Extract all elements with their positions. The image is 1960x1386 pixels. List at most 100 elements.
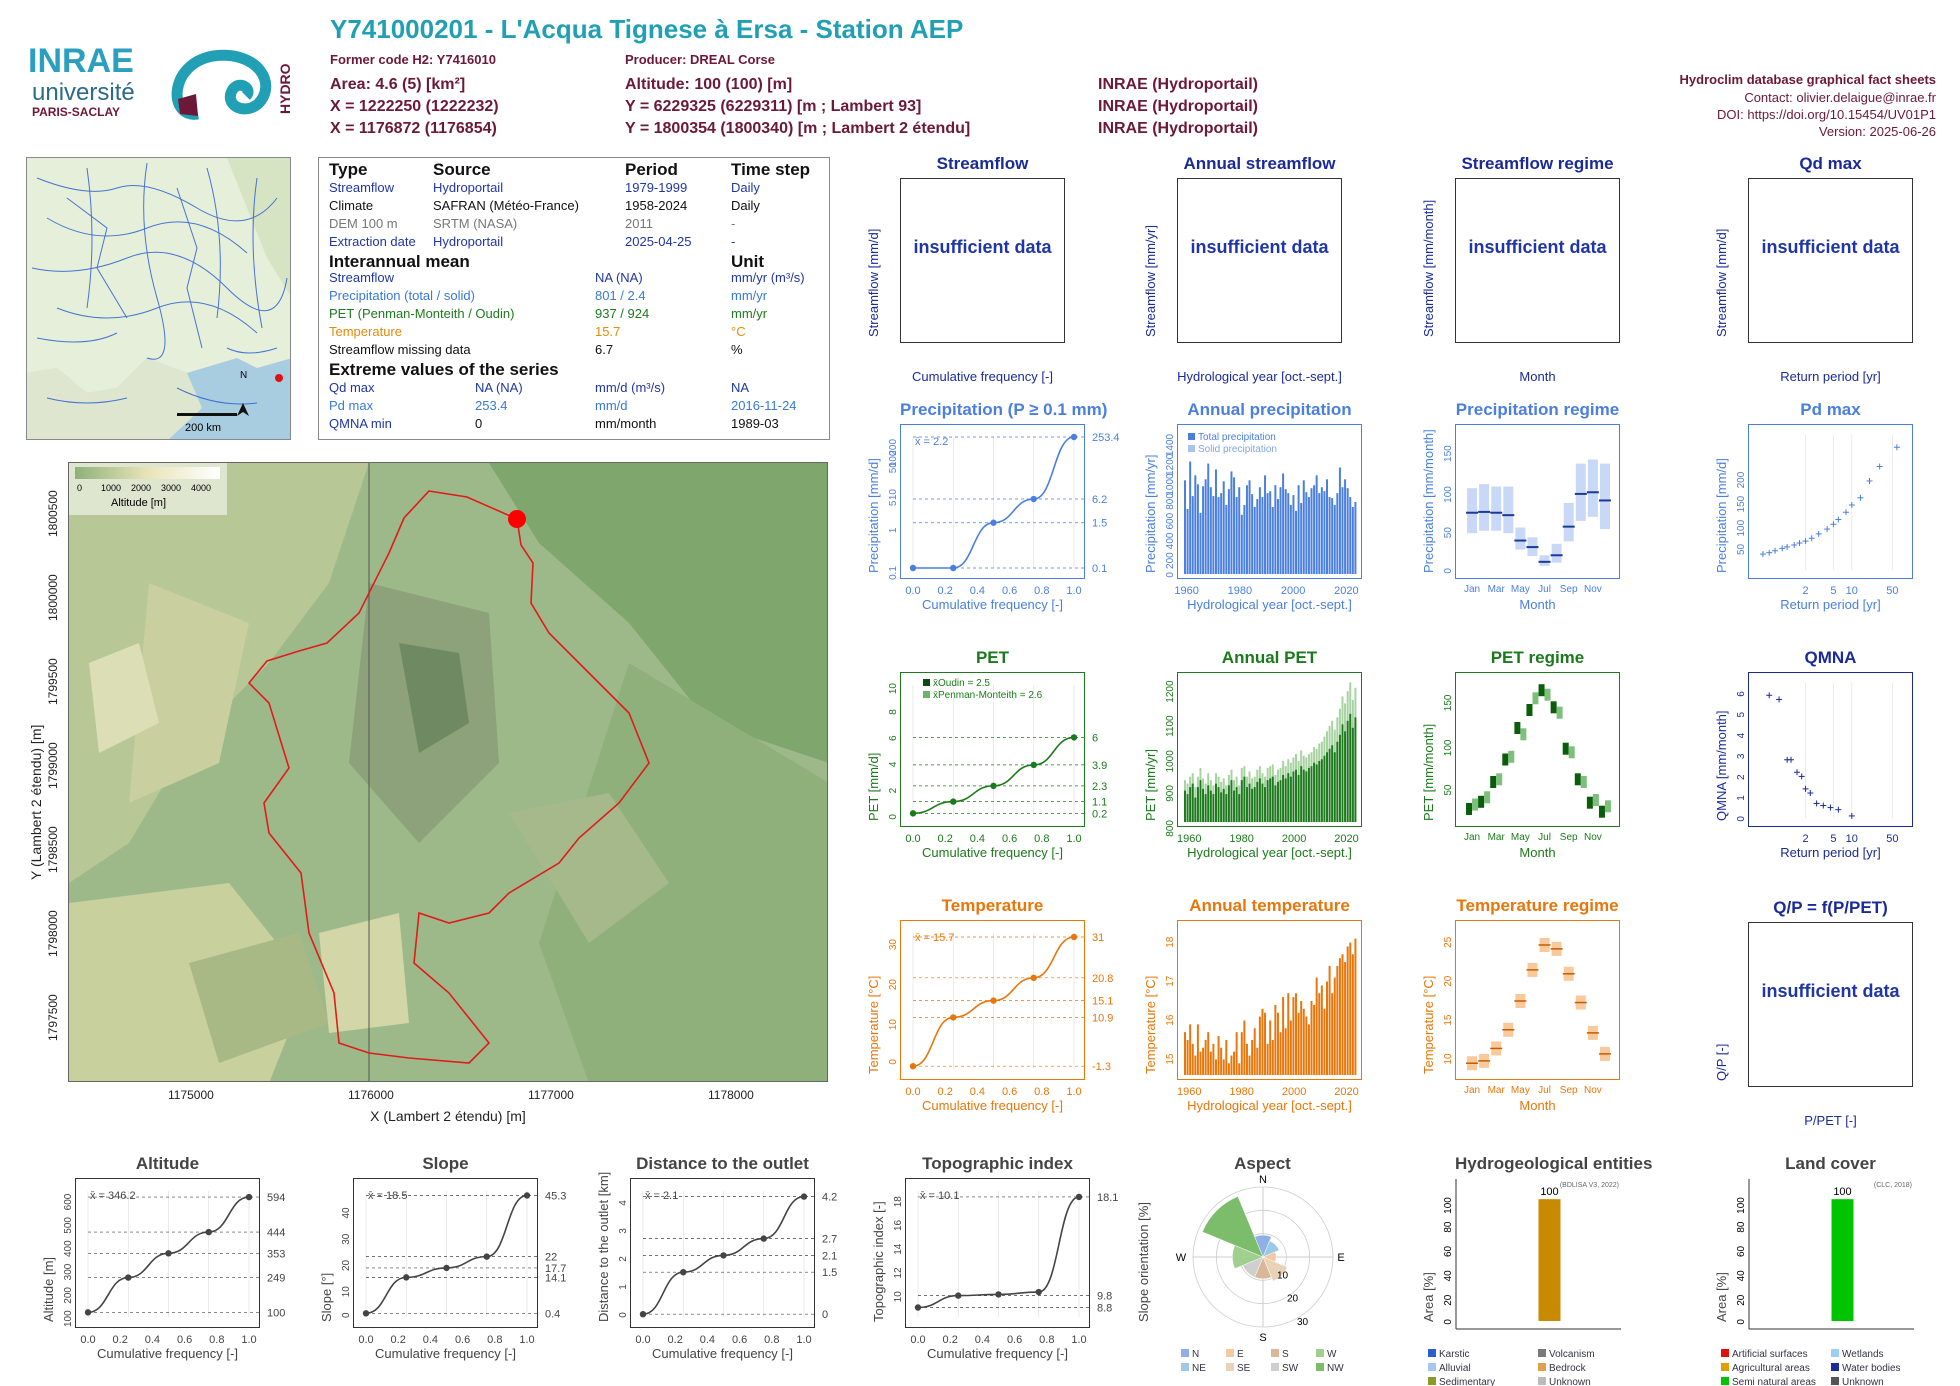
annual-bar bbox=[1300, 1001, 1303, 1075]
source-3: INRAE (Hydroportail) bbox=[1098, 120, 1258, 137]
ring-label: 20 bbox=[1287, 1294, 1299, 1305]
y-tick: 1200 bbox=[1165, 453, 1176, 476]
x-tick: 0.6 bbox=[1007, 1334, 1022, 1346]
annual-bar bbox=[1184, 480, 1186, 574]
y-tick: 16 bbox=[1165, 1014, 1176, 1026]
y-tick: 16 bbox=[893, 1219, 904, 1231]
annual-bar bbox=[1302, 1008, 1305, 1075]
annual-bar bbox=[1245, 485, 1248, 574]
streamflow-regime-ylabel: Streamflow [mm/month] bbox=[1421, 199, 1436, 337]
temp-regime-title: Temperature regime bbox=[1456, 896, 1619, 915]
annual-bar bbox=[1189, 1024, 1192, 1075]
pet-regime-plot: Jan Mar May Jul Sep Nov 50 100 150 bbox=[1443, 672, 1620, 843]
annual-bar bbox=[1240, 1032, 1243, 1075]
annual-bar bbox=[1243, 504, 1246, 574]
annual-bar bbox=[1202, 788, 1205, 822]
mean-label: x̄ = 18.5 bbox=[368, 1190, 407, 1202]
precip-regime-title: Precipitation regime bbox=[1455, 400, 1620, 419]
x-tick: 1980 bbox=[1228, 585, 1252, 597]
annual-bar bbox=[1328, 748, 1331, 822]
y-tick: 1000 bbox=[1165, 473, 1176, 496]
annual-bar bbox=[1207, 785, 1210, 822]
legend-label: NW bbox=[1327, 1363, 1344, 1374]
landcover-plot: 0 20 40 60 80 100 100 (CLC, 2018) Artificial sur… bbox=[1721, 1178, 1914, 1386]
y-tick: 20 bbox=[888, 979, 899, 991]
annual-bar bbox=[1318, 760, 1321, 822]
x-tick: 1980 bbox=[1229, 1086, 1253, 1098]
x-tick: 2020 bbox=[1334, 1086, 1358, 1098]
x-tick: 2000 bbox=[1282, 1086, 1306, 1098]
annual-bar bbox=[1282, 473, 1285, 574]
legend-swatch-oudin bbox=[923, 679, 930, 686]
regime-box bbox=[1551, 543, 1562, 563]
annual-bar bbox=[1196, 484, 1199, 574]
precip-ylabel: Precipitation [mm/d] bbox=[866, 458, 881, 573]
annual-bar bbox=[1238, 1063, 1241, 1075]
streamflow-title: Streamflow bbox=[936, 154, 1029, 173]
qp-plot: insufficient data bbox=[1748, 922, 1913, 1087]
compass-label: N bbox=[1259, 1174, 1267, 1186]
legend-swatch-total bbox=[1188, 433, 1195, 440]
regime-box bbox=[1503, 486, 1514, 534]
y-tick: 10 bbox=[888, 489, 899, 501]
y-tick: 200 bbox=[888, 439, 899, 456]
annual-bar bbox=[1284, 489, 1287, 574]
annual-bar bbox=[1261, 1008, 1264, 1075]
legend-swatch bbox=[1721, 1377, 1729, 1385]
y-tick: 20 bbox=[1736, 1294, 1747, 1306]
streamflow-regime-xlabel: Month bbox=[1519, 369, 1556, 384]
y-tick: 100 bbox=[1443, 486, 1454, 503]
ring-label: 30 bbox=[1297, 1317, 1309, 1328]
legend-swatch-pm bbox=[923, 691, 930, 698]
svg-text:2000: 2000 bbox=[131, 483, 151, 493]
annual-bar bbox=[1191, 496, 1194, 574]
regime-box-oudin bbox=[1562, 742, 1569, 755]
annual-bar bbox=[1331, 745, 1334, 822]
pet-ylabel: PET [mm/d] bbox=[866, 752, 881, 821]
y-tick: 150 bbox=[1736, 495, 1747, 512]
annual-bar bbox=[1292, 997, 1295, 1075]
pd-max-ylabel: Precipitation [mm/d] bbox=[1714, 458, 1729, 573]
legend-swatch bbox=[1226, 1363, 1234, 1371]
annual-bar bbox=[1230, 780, 1233, 822]
svg-text:4000: 4000 bbox=[191, 483, 211, 493]
annual-bar bbox=[1248, 783, 1251, 822]
annual-bar bbox=[1302, 480, 1305, 574]
altitude-legend-title: Altitude [m] bbox=[111, 497, 166, 509]
y-tick: 150 bbox=[1443, 445, 1454, 462]
annual-bar bbox=[1264, 787, 1267, 822]
y-tick: 50 bbox=[1443, 784, 1454, 796]
altitude: Altitude: 100 (100) [m] bbox=[625, 76, 793, 93]
quantile-point bbox=[1035, 1288, 1042, 1296]
annual-pet-title: Annual PET bbox=[1221, 648, 1318, 667]
y-tick: 2 bbox=[618, 1256, 629, 1262]
quantile-label: 1.1 bbox=[1092, 797, 1107, 809]
doi-link[interactable]: DOI: https://doi.org/10.15454/UV01P1 bbox=[1717, 107, 1936, 122]
y-tick: 40 bbox=[341, 1207, 352, 1219]
annual-pet-xlabel: Hydrological year [oct.-sept.] bbox=[1187, 845, 1352, 860]
y-tick: 80 bbox=[1443, 1221, 1454, 1233]
quantile-label: 1.5 bbox=[1092, 518, 1107, 530]
regime-box-pm bbox=[1568, 746, 1575, 759]
metadata-table: Type Source Period Time step Streamflow Hydr… bbox=[318, 157, 830, 440]
y-tick: 2 bbox=[888, 787, 899, 793]
annual-bar bbox=[1271, 506, 1274, 574]
y-tick: 50 bbox=[1443, 527, 1454, 539]
annual-bar bbox=[1204, 1039, 1207, 1075]
annual-bar bbox=[1227, 785, 1230, 822]
annual-precip-ylabel: Precipitation [mm/yr] bbox=[1143, 454, 1158, 573]
month-tick: Sep bbox=[1560, 1085, 1578, 1096]
regime-box bbox=[1515, 527, 1526, 550]
qd-max-ylabel: Streamflow [mm/d] bbox=[1714, 228, 1729, 337]
annual-bar bbox=[1186, 508, 1189, 574]
annual-temp-title: Annual temperature bbox=[1189, 896, 1350, 915]
x-tick: 0.2 bbox=[938, 833, 953, 845]
legend-label: Karstic bbox=[1439, 1349, 1470, 1360]
annual-bar bbox=[1310, 766, 1313, 822]
precip-regime-plot: Jan Mar May Jul Sep Nov 0 50 100 150 bbox=[1443, 424, 1620, 595]
legend-oudin: x̄Oudin = 2.5 bbox=[933, 678, 990, 689]
annual-bar bbox=[1276, 1012, 1279, 1075]
distance-plot: 4.2 2.7 2.1 1.5 0 0.0 0.2 0.4 0.6 0.8 1.0 0 1 2 3 4 x̄ =… bbox=[618, 1178, 837, 1346]
mean-label: x̄ = 15.7 bbox=[915, 932, 954, 944]
annual-bar bbox=[1227, 1063, 1230, 1075]
